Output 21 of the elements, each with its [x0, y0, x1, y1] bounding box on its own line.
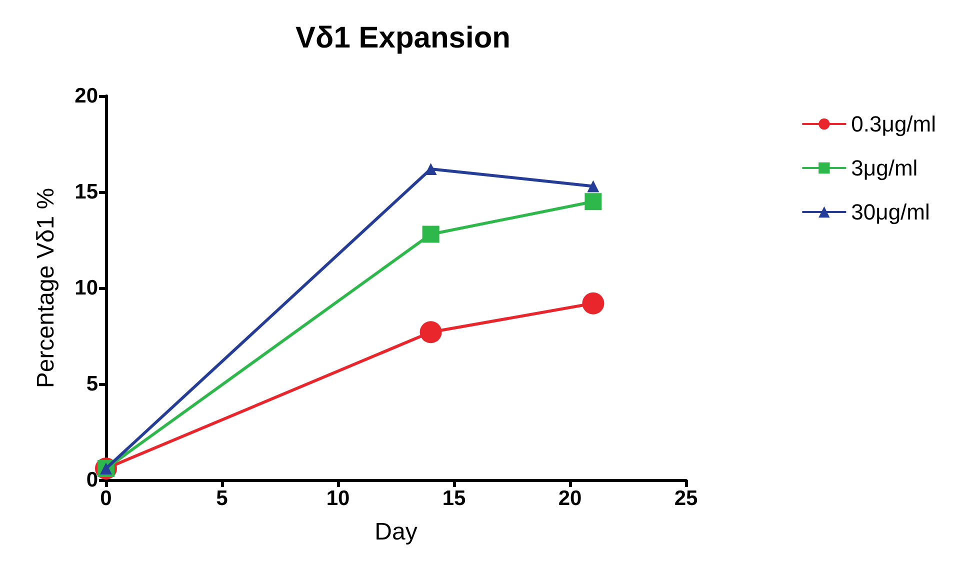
y-tick-label: 5 [86, 372, 98, 396]
y-tick-label: 10 [74, 276, 98, 300]
chart-title: Vδ1 Expansion [296, 22, 510, 54]
x-tick-label: 10 [326, 487, 350, 510]
point [582, 292, 604, 314]
point [420, 321, 442, 344]
x-axis-title: Day [374, 518, 418, 546]
x-tick-label: 20 [558, 487, 582, 510]
legend-label: 0.3μg/ml [851, 112, 936, 136]
point [587, 180, 600, 192]
x-tick-label: 5 [216, 487, 228, 510]
point [584, 193, 602, 210]
x-tick-label: 25 [674, 487, 698, 510]
x-tick-label: 15 [442, 487, 466, 510]
y-tick-label: 15 [74, 180, 98, 204]
point [422, 226, 440, 243]
legend-label: 3μg/ml [851, 156, 918, 180]
y-tick-label: 20 [74, 84, 98, 108]
legend-label: 30μg/ml [851, 200, 930, 224]
y-tick-label: 0 [86, 468, 98, 492]
y-axis-title: Percentage Vδ1 % [32, 188, 60, 388]
